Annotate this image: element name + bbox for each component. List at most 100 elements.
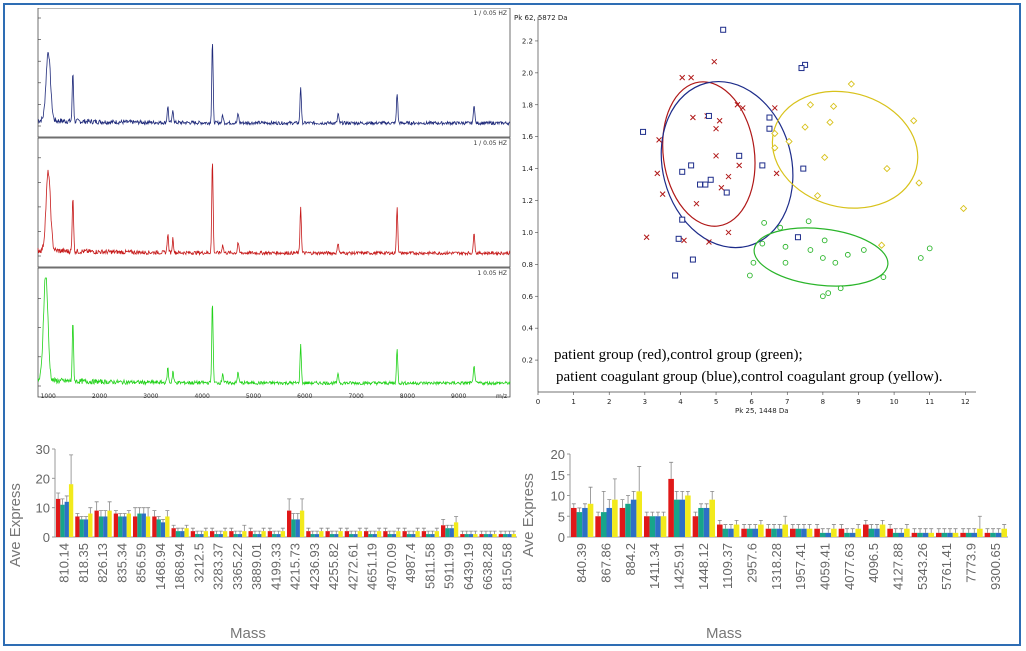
error-bar	[869, 524, 874, 529]
error-bar	[69, 454, 74, 485]
error-bar	[498, 530, 503, 535]
error-bar	[588, 486, 593, 504]
error-bar	[267, 527, 272, 532]
bar-ytick-label: 20	[36, 471, 50, 486]
error-bar	[334, 530, 339, 535]
error-bar	[238, 530, 243, 535]
error-bar	[637, 466, 642, 492]
error-bar	[175, 527, 180, 532]
bar-category-label: 826.13	[95, 543, 110, 583]
bar	[703, 507, 710, 537]
bar	[349, 534, 354, 537]
bar-ytick-label: 0	[558, 530, 565, 545]
bar	[118, 516, 123, 537]
error-bar	[344, 527, 349, 532]
group-ellipse-1	[660, 80, 794, 249]
scatter-point-control	[821, 237, 828, 244]
bar	[372, 534, 377, 537]
bar	[600, 512, 607, 537]
bar-ytick-label: 20	[551, 447, 565, 462]
bar	[449, 528, 454, 537]
error-bar	[772, 524, 777, 529]
scatter-point-patient-coagulant	[766, 125, 773, 132]
scatter-point-control	[832, 259, 839, 266]
scatter-point-patient	[736, 162, 743, 169]
scatter-ylabel: Pk 62, 5872 Da	[514, 14, 568, 22]
scatter-point-patient	[725, 173, 732, 180]
bar	[276, 534, 281, 537]
error-bar	[728, 524, 733, 529]
bar	[947, 532, 953, 537]
bar-category-label: 3212.5	[191, 543, 206, 583]
bar	[287, 510, 292, 537]
error-bar	[936, 528, 941, 533]
bar	[492, 534, 497, 537]
error-bar	[195, 530, 200, 535]
error-bar	[807, 524, 812, 529]
bar	[222, 531, 228, 537]
error-bar	[319, 527, 324, 532]
scatter-point-control	[825, 290, 832, 296]
error-bar	[734, 520, 739, 525]
scatter-xtick-label: 12	[961, 398, 970, 406]
scatter-point-patient	[739, 105, 746, 111]
error-bar	[985, 528, 990, 533]
error-bar	[758, 520, 763, 525]
error-bar	[796, 524, 801, 529]
error-bar	[607, 499, 612, 508]
bar	[507, 534, 512, 537]
scatter-point-patient-coagulant	[640, 128, 647, 135]
scatter-point-patient	[693, 200, 700, 207]
bar-category-label: 818.35	[76, 543, 91, 583]
scatter-xtick-label: 9	[856, 398, 860, 406]
bar	[911, 532, 918, 537]
bar	[376, 531, 382, 537]
error-bar	[107, 501, 112, 511]
bar	[267, 531, 273, 537]
bar	[411, 534, 416, 537]
error-bar	[214, 530, 219, 535]
scatter-point-patient	[654, 170, 661, 177]
scatter-point-patient-coagulant	[766, 114, 773, 121]
scatter-point-control	[759, 240, 766, 247]
scatter-point-patient-coagulant	[679, 168, 686, 175]
bar	[141, 513, 146, 537]
scatter-point-control	[820, 255, 826, 261]
bar	[175, 531, 181, 537]
bar	[990, 532, 996, 537]
error-bar	[831, 524, 836, 529]
spectrum-header-1: 1 / 0.05 HZ	[473, 140, 507, 147]
bar-ytick-label: 15	[551, 468, 565, 483]
error-bar	[291, 513, 296, 520]
error-bar	[655, 511, 660, 517]
bar	[160, 522, 166, 537]
spectrum-xtick-label: 7000	[348, 393, 363, 400]
bar	[709, 499, 715, 537]
scatter-point-patient	[773, 170, 780, 177]
error-bar	[685, 490, 690, 496]
scatter-point-control-coagulant	[883, 164, 891, 173]
scatter-point-patient-coagulant	[798, 65, 805, 72]
spectrum-header-2: 1 0.05 HZ	[477, 270, 507, 277]
bar	[103, 516, 108, 537]
spectrum-xaxis-unit: m/z	[496, 393, 507, 400]
scatter-point-patient-coagulant	[802, 61, 809, 68]
bar	[460, 534, 465, 537]
scatter-xtick-label: 4	[678, 398, 683, 406]
error-bar	[300, 498, 305, 511]
error-bar	[620, 499, 625, 508]
bar	[113, 513, 119, 537]
error-bar	[64, 495, 69, 502]
error-bar	[94, 501, 99, 511]
scatter-xtick-label: 7	[785, 398, 789, 406]
spectrum-xtick-label: 6000	[297, 393, 312, 400]
spectrum-xtick-label: 1000	[41, 393, 56, 400]
error-bar	[218, 530, 223, 535]
error-bar	[644, 511, 649, 517]
scatter-point-patient-coagulant	[702, 181, 709, 188]
bar	[306, 531, 311, 537]
scatter-point-patient	[718, 184, 725, 191]
scatter-ytick-label: 0.8	[522, 261, 533, 269]
error-bar	[899, 528, 904, 533]
spectrum-xtick-label: 2000	[92, 393, 107, 400]
